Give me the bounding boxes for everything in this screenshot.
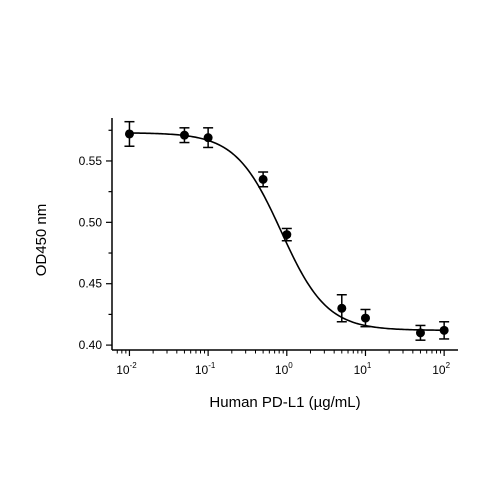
data-point [360,308,371,328]
y-tick-label: 0.50 [79,215,103,229]
point-marker [360,313,370,323]
data-point [415,324,426,341]
point-marker [337,303,347,313]
y-tick-label: 0.40 [79,338,103,352]
point-marker [124,129,134,139]
y-tick-label: 0.45 [79,277,103,291]
data-point [124,120,135,147]
x-tick-label: 10-1 [195,361,216,377]
point-marker [258,174,268,184]
y-tick-label: 0.55 [79,154,103,168]
x-tick-label: 102 [432,361,450,377]
point-marker [415,328,425,338]
data-point [258,171,269,188]
data-point [203,127,214,149]
point-marker [282,230,292,240]
y-axis: 0.40 0.45 0.50 0.55 [79,118,113,352]
data-point [439,321,450,340]
x-axis-title: Human PD-L1 (µg/mL) [209,394,360,411]
point-marker [179,130,189,140]
data-points-layer [124,120,450,341]
data-point [281,227,292,242]
data-point [336,294,347,323]
x-tick-label: 100 [275,361,293,377]
x-axis: 10-2 10-1 100 101 102 [112,349,458,377]
y-axis-title: OD450 nm [33,204,50,277]
point-marker [439,325,449,335]
data-point [179,127,190,144]
point-marker [203,133,213,143]
x-tick-label: 101 [354,361,372,377]
x-tick-label: 10-2 [116,361,137,377]
